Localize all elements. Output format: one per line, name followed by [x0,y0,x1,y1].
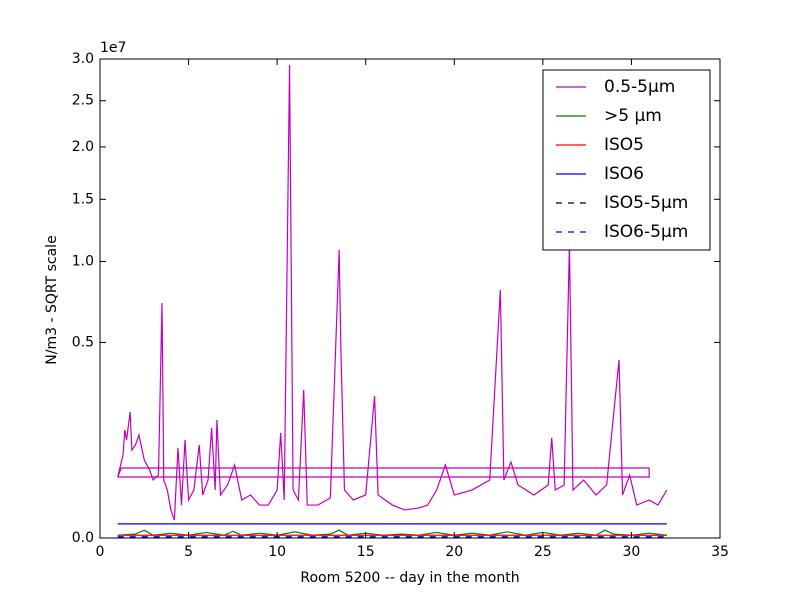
x-tick-label: 0 [96,544,105,560]
y-tick-label: 2.0 [72,139,94,155]
x-tick-label: 20 [445,544,463,560]
legend-label: ISO5-5µm [604,193,688,213]
y-tick-label: 1.0 [72,253,94,269]
x-tick-label: 5 [184,544,193,560]
x-tick-label: 10 [268,544,286,560]
series-line [117,64,668,521]
legend-label: ISO6-5µm [604,222,688,242]
x-tick-label: 15 [357,544,375,560]
x-tick-label: 25 [534,544,552,560]
legend-label: >5 µm [604,106,662,126]
y-tick-label: 3.0 [72,51,94,67]
x-tick-label: 35 [711,544,729,560]
y-offset-label: 1e7 [100,40,126,56]
y-tick-label: 0.5 [72,334,94,350]
y-tick-label: 1.5 [72,191,94,207]
x-tick-label: 30 [623,544,641,560]
legend-label: ISO6 [604,164,644,184]
legend-label: 0.5-5µm [604,77,675,97]
plot-frame [99,58,721,539]
legend-box [542,69,711,251]
x-axis-label: Room 5200 -- day in the month [300,570,519,586]
series-line [117,529,667,536]
legend-label: ISO5 [604,135,644,155]
y-tick-label: 0.0 [72,530,94,546]
y-tick-label: 2.5 [72,93,94,109]
y-axis-label: N/m3 - SQRT scale [44,235,60,364]
